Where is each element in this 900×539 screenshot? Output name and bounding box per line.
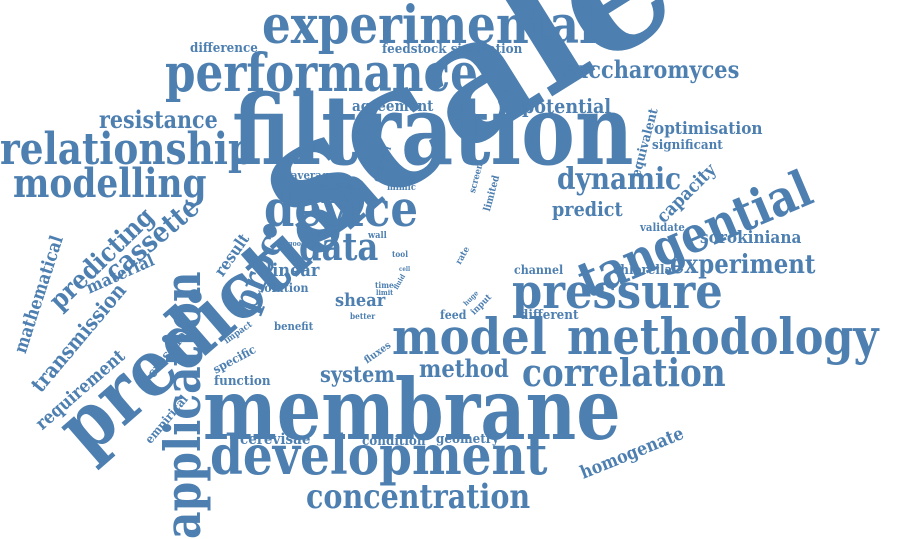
word-shear: shear <box>335 290 386 311</box>
word-mimic: mimic <box>387 183 416 193</box>
word-time: time <box>375 280 394 290</box>
word-device: device <box>264 179 419 238</box>
word-solution: solution <box>258 281 309 295</box>
word-better: better <box>350 311 376 321</box>
word-rate: rate <box>454 245 473 267</box>
word-validate: validate <box>640 221 685 234</box>
word-channel: channel <box>514 263 564 277</box>
word-pressure: pressure <box>512 264 723 320</box>
word-benefit: benefit <box>274 320 314 333</box>
word-experimental: experimental <box>262 0 597 56</box>
word-system: system <box>320 362 395 388</box>
word-good: good <box>288 239 306 248</box>
word-feedstock-simulation: feedstock simulation <box>382 42 523 57</box>
word-limit: limit <box>376 288 394 297</box>
word-correlation: correlation <box>522 350 726 395</box>
word-saccharomyces: saccharomyces <box>563 55 740 84</box>
word-significant: significant <box>652 138 723 153</box>
word-development: development <box>210 423 548 487</box>
word-model: model <box>392 307 547 366</box>
word-function: function <box>214 374 271 389</box>
word-difference: difference <box>190 41 258 56</box>
word-modelling: modelling <box>13 160 207 207</box>
word-performance: performance <box>165 43 478 104</box>
word-tool: tool <box>392 249 409 259</box>
word-average: average <box>291 169 336 182</box>
word-chlorella: chlorella <box>613 263 673 278</box>
word-data: data <box>299 224 379 269</box>
word-optimisation: optimisation <box>654 119 763 139</box>
word-filtration: filtration <box>232 74 634 187</box>
word-experiment: experiment <box>670 250 816 280</box>
word-condition: condition <box>362 434 426 449</box>
word-relationship: relationship <box>0 124 255 175</box>
word-cell: cell <box>399 266 411 273</box>
word-predict: predict <box>552 197 623 221</box>
word-method: method <box>419 354 509 383</box>
word-concentration: concentration <box>306 477 531 517</box>
word-wall: wall <box>368 231 387 241</box>
word-feed: feed <box>440 308 467 322</box>
word-studies: studies <box>318 182 356 193</box>
word-cerevisae: cerevisae <box>240 430 311 448</box>
word-membrane: membrane <box>203 360 621 459</box>
word-sorokiniana: sorokiniana <box>700 228 802 248</box>
word-resistance: resistance <box>99 105 218 134</box>
word-fluid: fluid <box>391 272 408 291</box>
word-potential: potential <box>522 94 612 118</box>
word-geometry: geometry <box>436 432 499 447</box>
word-linear: linear <box>266 260 320 281</box>
word-different: different <box>520 308 579 323</box>
word-agreement: agreement <box>352 97 434 115</box>
word-dynamic: dynamic <box>557 162 682 197</box>
word-methodology: methodology <box>567 307 879 366</box>
